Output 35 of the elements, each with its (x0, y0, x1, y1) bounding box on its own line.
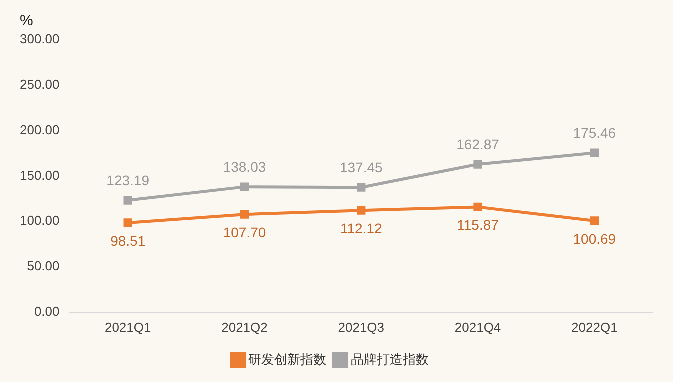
y-tick-label: 50.00 (27, 258, 60, 274)
point (357, 206, 366, 215)
data-label: 137.45 (340, 159, 383, 176)
y-tick-label: 200.00 (20, 122, 60, 138)
y-axis-title: % (20, 12, 34, 30)
data-label: 98.51 (110, 232, 146, 249)
point (124, 196, 132, 205)
x-tick-label: 2021Q4 (454, 320, 502, 335)
x-tick-label: 2022Q1 (572, 320, 618, 335)
x-tick-label: 2021Q2 (222, 320, 268, 335)
data-label: 112.12 (340, 220, 382, 236)
point (474, 160, 482, 169)
legend-label: 研发创新指数 (248, 352, 326, 368)
point (590, 148, 600, 158)
data-label: 123.19 (106, 172, 150, 188)
point (474, 202, 482, 212)
y-tick-label: 250.00 (20, 76, 60, 92)
point (590, 216, 600, 226)
data-label: 175.46 (573, 124, 616, 141)
point (240, 182, 250, 192)
y-tick-label: 100.00 (20, 213, 60, 228)
y-tick-label: 0.00 (34, 304, 60, 319)
x-tick-label: 2021Q1 (104, 320, 152, 335)
point (240, 210, 250, 219)
point (357, 183, 366, 192)
y-tick-label: 300.00 (20, 32, 60, 47)
data-label: 100.69 (573, 230, 616, 247)
data-label: 138.03 (223, 158, 266, 175)
data-label: 115.87 (457, 217, 500, 234)
data-label: 162.87 (456, 136, 500, 152)
x-tick-label: 2021Q3 (338, 320, 385, 335)
legend-label: 品牌打造指数 (351, 352, 429, 368)
point (124, 218, 132, 228)
data-label: 107.70 (223, 224, 266, 240)
y-tick-label: 150.00 (20, 168, 60, 183)
